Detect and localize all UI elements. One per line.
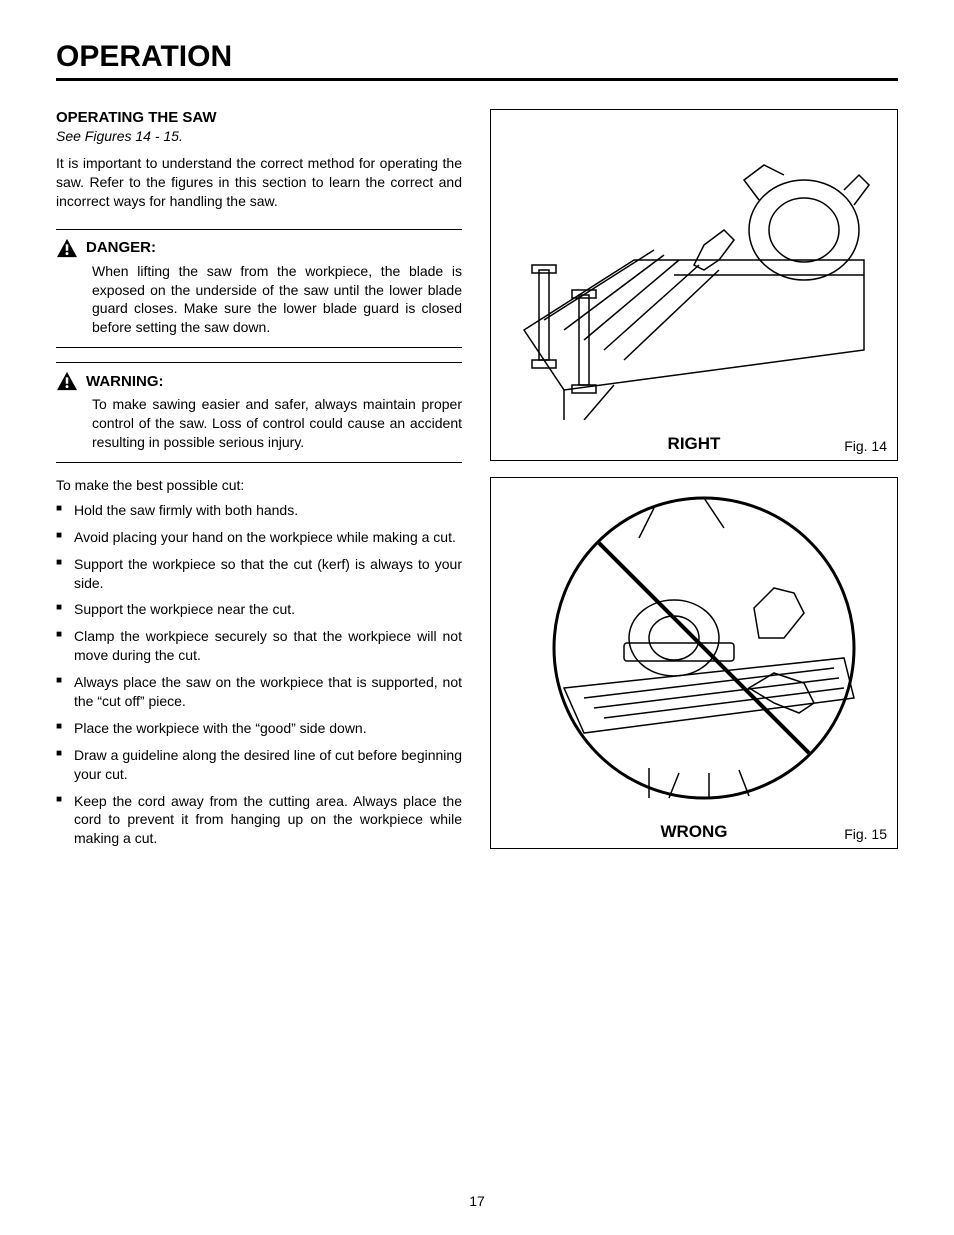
list-item: Clamp the workpiece securely so that the… xyxy=(56,627,462,665)
list-item: Hold the saw firmly with both hands. xyxy=(56,501,462,520)
list-item: Support the workpiece near the cut. xyxy=(56,600,462,619)
list-item: Draw a guideline along the desired line … xyxy=(56,746,462,784)
intro-paragraph: It is important to understand the correc… xyxy=(56,154,462,211)
subheading: OPERATING THE SAW xyxy=(56,109,462,126)
callout-body: To make sawing easier and safer, always … xyxy=(56,395,462,452)
tips-lead: To make the best possible cut: xyxy=(56,477,462,493)
left-column: OPERATING THE SAW See Figures 14 - 15. I… xyxy=(56,109,462,865)
list-item: Avoid placing your hand on the workpiece… xyxy=(56,528,462,547)
figure-right: RIGHT Fig. 14 xyxy=(490,109,898,461)
tips-list: Hold the saw firmly with both hands. Avo… xyxy=(56,501,462,848)
figure-illustration xyxy=(491,478,897,818)
callout-body: When lifting the saw from the workpiece,… xyxy=(56,262,462,338)
figure-wrong: WRONG Fig. 15 xyxy=(490,477,898,849)
see-figures: See Figures 14 - 15. xyxy=(56,128,462,144)
figure-label: RIGHT xyxy=(668,434,721,454)
figure-number: Fig. 15 xyxy=(844,826,887,842)
callout-title: DANGER: xyxy=(86,239,156,256)
callout-title: WARNING: xyxy=(86,373,164,390)
right-column: RIGHT Fig. 14 xyxy=(490,109,898,865)
warning-callout: WARNING: To make sawing easier and safer… xyxy=(56,362,462,463)
alert-triangle-icon xyxy=(56,371,78,391)
list-item: Keep the cord away from the cutting area… xyxy=(56,792,462,849)
list-item: Place the workpiece with the “good” side… xyxy=(56,719,462,738)
saw-wrong-illustration-icon xyxy=(504,488,884,808)
figure-footer: RIGHT Fig. 14 xyxy=(491,430,897,460)
figure-footer: WRONG Fig. 15 xyxy=(491,818,897,848)
content-columns: OPERATING THE SAW See Figures 14 - 15. I… xyxy=(56,109,898,865)
page-number: 17 xyxy=(0,1193,954,1209)
figure-number: Fig. 14 xyxy=(844,438,887,454)
callout-head: DANGER: xyxy=(56,238,462,258)
danger-callout: DANGER: When lifting the saw from the wo… xyxy=(56,229,462,349)
list-item: Always place the saw on the workpiece th… xyxy=(56,673,462,711)
list-item: Support the workpiece so that the cut (k… xyxy=(56,555,462,593)
callout-head: WARNING: xyxy=(56,371,462,391)
figure-label: WRONG xyxy=(660,822,727,842)
page-title: OPERATION xyxy=(56,40,898,81)
alert-triangle-icon xyxy=(56,238,78,258)
figure-illustration xyxy=(491,110,897,430)
saw-right-illustration-icon xyxy=(504,120,884,420)
